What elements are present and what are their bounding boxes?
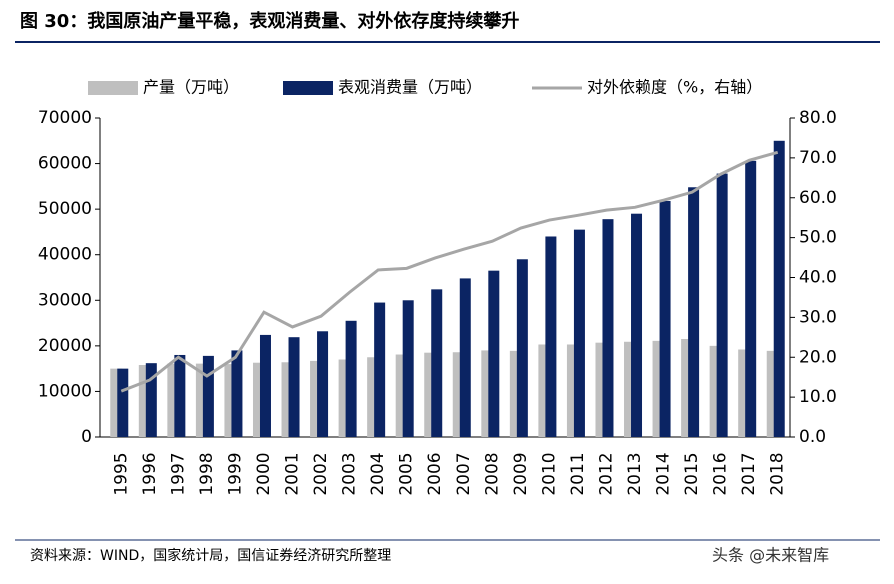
x-tick-label: 1996 — [140, 452, 160, 495]
x-tick-label: 2006 — [425, 452, 445, 495]
bar — [716, 173, 728, 437]
x-tick-label: 2011 — [568, 452, 588, 495]
bar — [345, 320, 357, 437]
x-tick-label: 1998 — [197, 452, 217, 495]
y2-tick-label: 40.0 — [799, 268, 837, 288]
bar — [259, 334, 271, 437]
bar — [117, 368, 129, 437]
y-tick-label: 30000 — [38, 290, 92, 310]
bar — [231, 350, 243, 437]
bar — [488, 270, 500, 437]
bar — [509, 350, 522, 437]
bar — [573, 229, 585, 437]
y-tick-label: 0 — [81, 427, 92, 447]
y2-tick-label: 60.0 — [799, 188, 837, 208]
x-tick-label: 2010 — [539, 452, 559, 495]
bar — [545, 236, 557, 437]
x-tick-label: 2009 — [511, 452, 531, 495]
bar — [516, 259, 528, 437]
y2-tick-label: 20.0 — [799, 347, 837, 367]
watermark: 头条 @未来智库 — [712, 546, 829, 565]
bar — [374, 302, 386, 437]
y2-tick-label: 10.0 — [799, 387, 837, 407]
bar — [431, 289, 443, 437]
bar — [459, 278, 471, 437]
bar — [659, 200, 671, 437]
bar — [288, 337, 300, 437]
legend-swatch — [283, 81, 333, 95]
bar — [202, 355, 214, 437]
x-tick-label: 2015 — [682, 452, 702, 495]
x-tick-label: 2007 — [454, 452, 474, 495]
y2-tick-label: 0.0 — [799, 427, 826, 447]
bar — [145, 363, 157, 437]
y2-tick-label: 70.0 — [799, 148, 837, 168]
y-tick-label: 40000 — [38, 245, 92, 265]
y2-tick-label: 50.0 — [799, 228, 837, 248]
y2-tick-label: 30.0 — [799, 307, 837, 327]
x-tick-label: 2016 — [711, 452, 731, 495]
x-tick-label: 2008 — [482, 452, 502, 495]
y-tick-label: 20000 — [38, 336, 92, 356]
bar — [745, 160, 757, 437]
legend-label: 产量（万吨） — [143, 78, 239, 97]
x-tick-label: 2000 — [254, 452, 274, 495]
x-tick-label: 2001 — [283, 452, 303, 495]
source: 资料来源：WIND，国家统计局，国信证券经济研究所整理 — [30, 547, 391, 564]
legend-label: 对外依赖度（%，右轴） — [587, 78, 762, 97]
chart-title: 图 30：我国原油产量平稳，表观消费量、对外依存度持续攀升 — [20, 10, 519, 32]
x-tick-label: 2002 — [311, 452, 331, 495]
x-tick-label: 2005 — [397, 452, 417, 495]
x-tick-label: 1995 — [111, 452, 131, 495]
legend-label: 表观消费量（万吨） — [338, 78, 482, 97]
bar — [631, 213, 643, 437]
bar — [773, 140, 785, 438]
y-tick-label: 70000 — [38, 108, 92, 128]
bar — [688, 187, 700, 437]
y-tick-label: 50000 — [38, 199, 92, 219]
y-tick-label: 60000 — [38, 154, 92, 174]
x-tick-label: 2013 — [625, 452, 645, 495]
x-tick-label: 2017 — [739, 452, 759, 495]
legend-swatch — [88, 81, 138, 95]
bar — [174, 354, 186, 437]
x-tick-label: 2004 — [368, 452, 388, 495]
x-tick-label: 2003 — [340, 452, 360, 495]
bar — [602, 219, 614, 437]
x-tick-label: 2018 — [768, 452, 788, 495]
y2-tick-label: 80.0 — [799, 108, 837, 128]
x-tick-label: 1997 — [168, 452, 188, 495]
x-tick-label: 2014 — [654, 452, 674, 495]
y-tick-label: 10000 — [38, 381, 92, 401]
bar — [317, 331, 329, 437]
line — [120, 150, 779, 393]
x-tick-label: 1999 — [225, 452, 245, 495]
x-tick-label: 2012 — [596, 452, 616, 495]
bar — [402, 300, 414, 437]
